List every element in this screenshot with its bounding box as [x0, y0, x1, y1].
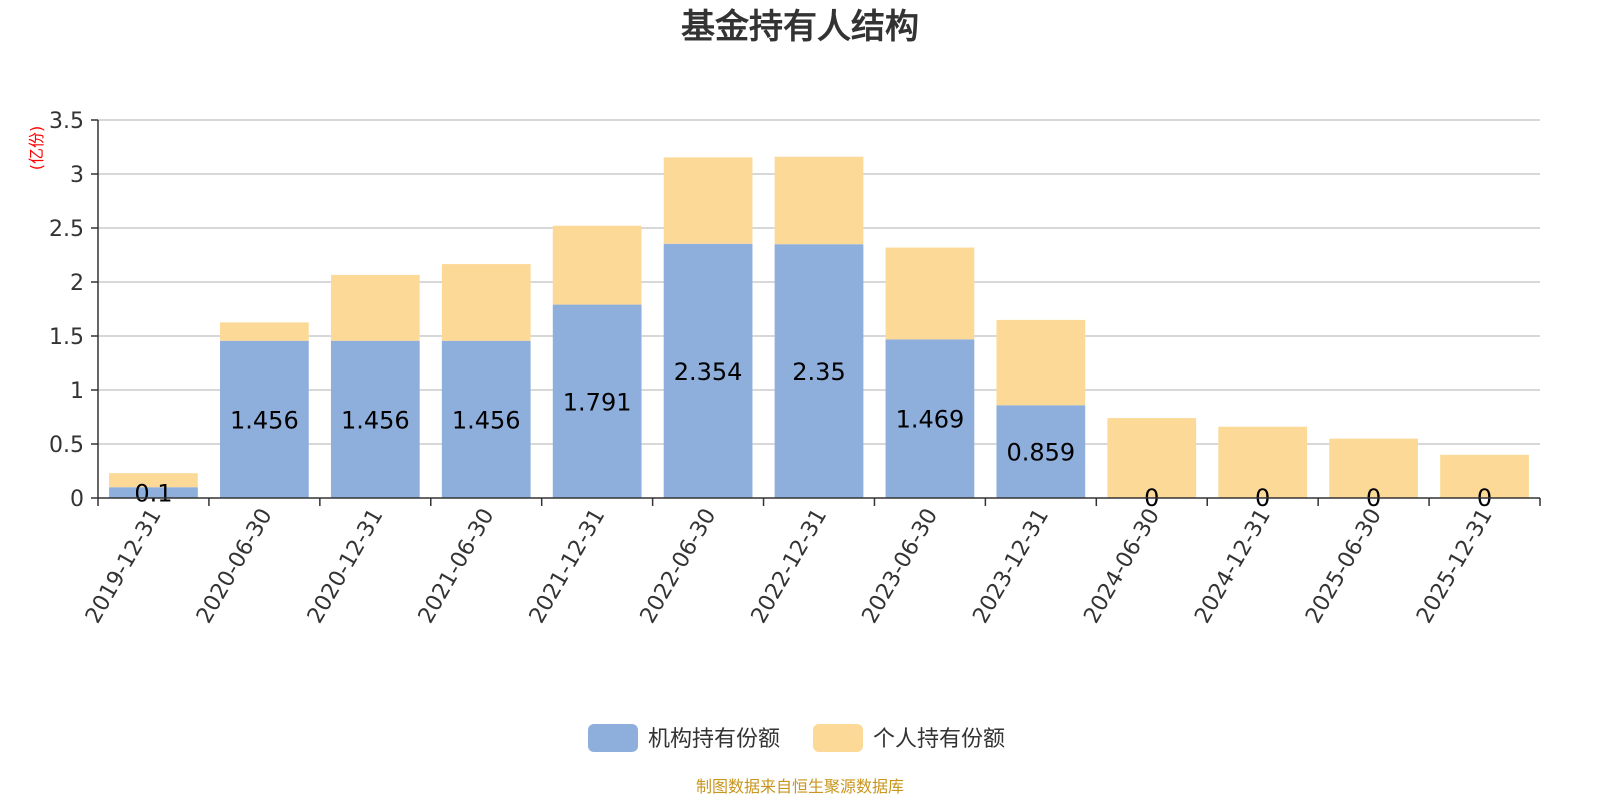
data-source-footer: 制图数据来自恒生聚源数据库 [696, 777, 904, 796]
y-axis-unit: (亿份) [27, 126, 46, 171]
x-tick-label: 2022-06-30 [636, 505, 722, 628]
bar-individual[interactable] [552, 225, 642, 305]
data-label-institution: 2.354 [674, 358, 743, 386]
bar-institution[interactable] [330, 340, 420, 498]
x-tick-label: 2022-12-31 [747, 505, 833, 628]
bar-individual[interactable] [220, 322, 309, 341]
bar-individual[interactable] [1440, 454, 1529, 498]
bar-individual[interactable] [330, 274, 420, 341]
y-tick-label: 0.5 [49, 433, 84, 458]
legend: 机构持有份额 个人持有份额 [588, 724, 1005, 752]
bar-institution[interactable] [552, 304, 642, 498]
data-label-institution: 1.469 [896, 406, 965, 434]
bar-individual[interactable] [996, 319, 1086, 406]
bar-individual[interactable] [1107, 418, 1197, 498]
bar-individual[interactable] [663, 157, 753, 244]
legend-swatch-individual[interactable] [813, 724, 863, 752]
x-tick-label: 2020-06-30 [192, 505, 278, 628]
bar-individual[interactable] [774, 156, 864, 245]
x-tick-label: 2024-12-31 [1190, 505, 1276, 628]
bar-individual[interactable] [109, 473, 198, 488]
x-tick-label: 2020-12-31 [303, 505, 389, 628]
y-tick-labels: 0 0.5 1 1.5 2 2.5 3 3.5 [49, 109, 84, 512]
bars [109, 156, 1529, 498]
legend-swatch-institution[interactable] [588, 724, 638, 752]
x-tick-labels: 2019-12-31 2020-06-30 2020-12-31 2021-06-30… [81, 505, 1498, 628]
bar-individual[interactable] [885, 247, 975, 340]
y-tick-label: 2 [70, 271, 84, 296]
y-tick-label: 3 [70, 163, 84, 188]
data-label-institution: 1.456 [341, 406, 410, 434]
data-label-institution: 2.35 [792, 358, 845, 386]
bar-individual[interactable] [441, 264, 531, 341]
data-label-institution: 1.456 [452, 406, 521, 434]
legend-label-institution[interactable]: 机构持有份额 [648, 727, 780, 752]
bar-institution[interactable] [885, 339, 975, 498]
bar-individual[interactable] [1329, 438, 1418, 498]
axes [91, 119, 1541, 506]
x-tick-label: 2024-06-30 [1079, 505, 1165, 628]
x-tick-label: 2019-12-31 [81, 505, 167, 628]
x-tick-label: 2023-12-31 [968, 505, 1054, 628]
y-tick-label: 2.5 [49, 217, 84, 242]
x-tick-label: 2025-12-31 [1412, 505, 1498, 628]
bar-institution[interactable] [663, 243, 753, 498]
data-labels: 0.1 1.456 1.456 1.456 1.791 2.354 2.35 1.469 0.8… [134, 358, 1492, 512]
bar-individual[interactable] [1218, 426, 1308, 498]
x-tick-label: 2023-06-30 [858, 505, 944, 628]
data-label-institution: 1.456 [230, 406, 299, 434]
data-label-institution: 1.791 [563, 388, 632, 416]
x-tick-label: 2025-06-30 [1301, 505, 1387, 628]
bar-institution[interactable] [996, 405, 1086, 498]
bar-institution[interactable] [220, 340, 309, 498]
x-tick-label: 2021-06-30 [414, 505, 500, 628]
bar-institution[interactable] [109, 487, 198, 498]
data-label-institution: 0.859 [1006, 439, 1075, 467]
y-tick-label: 0 [70, 487, 84, 512]
y-tick-label: 1 [70, 379, 84, 404]
bar-institution[interactable] [441, 340, 531, 498]
x-tick-label: 2021-12-31 [525, 505, 611, 628]
chart-title: 基金持有人结构 [681, 7, 919, 47]
data-label-institution: 0.1 [134, 480, 172, 508]
bar-institution[interactable] [774, 244, 864, 498]
y-tick-label: 3.5 [49, 109, 84, 134]
legend-label-individual[interactable]: 个人持有份额 [873, 727, 1005, 752]
y-tick-label: 1.5 [49, 325, 84, 350]
